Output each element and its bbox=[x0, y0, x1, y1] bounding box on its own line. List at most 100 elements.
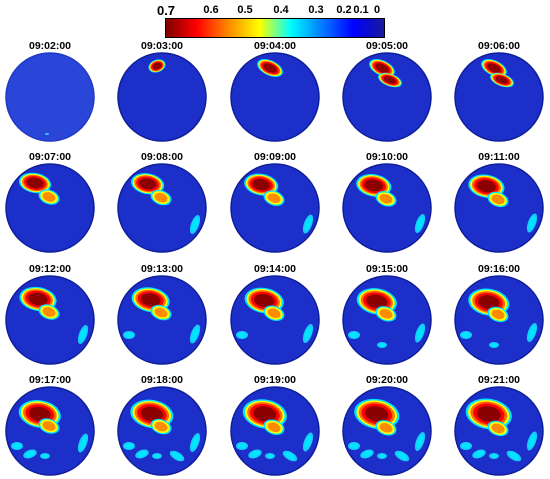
disc-rim bbox=[117, 275, 207, 365]
colorbar-tick-label: 0.2 bbox=[336, 4, 352, 16]
tomography-disc bbox=[342, 52, 432, 142]
colorbar-tick-label: 0.4 bbox=[273, 4, 289, 16]
concentration-blob bbox=[124, 443, 134, 449]
frame-timestamp: 09:09:00 bbox=[253, 151, 297, 163]
tomography-disc bbox=[117, 275, 207, 365]
concentration-blob bbox=[379, 193, 393, 204]
disc-rim bbox=[117, 52, 207, 142]
disc-rim bbox=[342, 163, 432, 253]
concentration-blob bbox=[79, 436, 87, 450]
colorbar bbox=[165, 18, 385, 38]
tomography-disc bbox=[230, 52, 320, 142]
concentration-blob bbox=[42, 421, 56, 431]
concentration-blob bbox=[416, 216, 424, 231]
concentration-blob bbox=[25, 450, 35, 458]
concentration-blob bbox=[79, 327, 87, 342]
disc-rim bbox=[117, 386, 207, 476]
concentration-blob bbox=[474, 450, 484, 458]
concentration-blob bbox=[304, 326, 312, 341]
concentration-blob bbox=[137, 450, 147, 458]
colorbar-tick-label: 0.1 bbox=[353, 4, 369, 16]
disc-rim bbox=[230, 163, 320, 253]
concentration-blob bbox=[237, 443, 247, 449]
disc-rim bbox=[454, 386, 544, 476]
frame-timestamp: 09:20:00 bbox=[365, 374, 409, 386]
disc-rim bbox=[454, 163, 544, 253]
disc-rim bbox=[5, 386, 95, 476]
concentration-blob bbox=[267, 193, 281, 204]
colorbar-gradient bbox=[166, 19, 384, 37]
concentration-blob bbox=[191, 435, 199, 450]
concentration-blob bbox=[378, 342, 386, 348]
concentration-blob bbox=[304, 435, 312, 449]
concentration-blob bbox=[42, 192, 56, 202]
colorbar-tick-label: 0.3 bbox=[308, 4, 324, 16]
concentration-blob bbox=[154, 421, 168, 432]
tomography-disc bbox=[230, 163, 320, 253]
tomography-disc bbox=[230, 275, 320, 365]
frame-timestamp: 09:03:00 bbox=[140, 40, 184, 52]
colorbar-tick-label: 0.5 bbox=[237, 4, 253, 16]
concentration-blob bbox=[416, 434, 424, 449]
concentration-blob bbox=[140, 406, 164, 422]
concentration-blob bbox=[487, 63, 501, 73]
concentration-blob bbox=[253, 406, 277, 422]
disc-rim bbox=[230, 275, 320, 365]
concentration-blob bbox=[349, 443, 359, 449]
concentration-blob bbox=[349, 332, 359, 338]
concentration-blob bbox=[476, 180, 496, 193]
frame-timestamp: 09:19:00 bbox=[253, 374, 297, 386]
disc-rim bbox=[454, 275, 544, 365]
concentration-blob bbox=[364, 179, 383, 192]
concentration-blob bbox=[478, 295, 500, 310]
tomography-disc bbox=[230, 386, 320, 476]
concentration-blob bbox=[252, 178, 271, 191]
tomography-disc bbox=[5, 52, 95, 142]
concentration-blob bbox=[528, 325, 536, 340]
concentration-blob bbox=[461, 443, 471, 449]
frame-timestamp: 09:15:00 bbox=[365, 263, 409, 275]
concentration-blob bbox=[171, 452, 183, 460]
disc-rim bbox=[5, 275, 95, 365]
frame-timestamp: 09:02:00 bbox=[28, 40, 72, 52]
frame-timestamp: 09:06:00 bbox=[477, 40, 521, 52]
concentration-blob bbox=[362, 450, 372, 458]
disc-rim bbox=[454, 52, 544, 142]
tomography-disc bbox=[342, 275, 432, 365]
concentration-blob bbox=[42, 307, 56, 317]
colorbar-tick-label: 0.7 bbox=[156, 3, 176, 18]
tomography-disc bbox=[5, 386, 95, 476]
disc-rim bbox=[117, 163, 207, 253]
concentration-blob bbox=[45, 133, 49, 135]
concentration-blob bbox=[304, 217, 312, 231]
colorbar-tick-label: 0.6 bbox=[203, 4, 219, 16]
colorbar-tick-label: 0 bbox=[373, 4, 381, 16]
concentration-blob bbox=[508, 452, 520, 460]
disc-rim bbox=[5, 163, 95, 253]
frame-timestamp: 09:10:00 bbox=[365, 151, 409, 163]
concentration-blob bbox=[191, 217, 199, 232]
concentration-blob bbox=[154, 307, 168, 318]
concentration-blob bbox=[375, 63, 389, 73]
concentration-blob bbox=[153, 453, 161, 459]
disc-rim bbox=[230, 52, 320, 142]
concentration-blob bbox=[379, 422, 393, 433]
concentration-blob bbox=[138, 178, 157, 190]
tomography-disc bbox=[342, 163, 432, 253]
disc-rim bbox=[5, 52, 95, 142]
disc-rim bbox=[230, 386, 320, 476]
concentration-blob bbox=[152, 62, 162, 70]
concentration-blob bbox=[416, 326, 424, 340]
concentration-blob bbox=[284, 452, 296, 460]
disc-rim bbox=[342, 52, 432, 142]
tomography-disc bbox=[454, 52, 544, 142]
disc-rim bbox=[342, 386, 432, 476]
concentration-blob bbox=[366, 294, 388, 309]
tomography-disc bbox=[5, 275, 95, 365]
concentration-blob bbox=[140, 293, 161, 307]
tomography-disc bbox=[5, 163, 95, 253]
frame-timestamp: 09:04:00 bbox=[253, 40, 297, 52]
frame-timestamp: 09:08:00 bbox=[140, 151, 184, 163]
tomography-disc bbox=[454, 386, 544, 476]
tomography-disc bbox=[454, 275, 544, 365]
